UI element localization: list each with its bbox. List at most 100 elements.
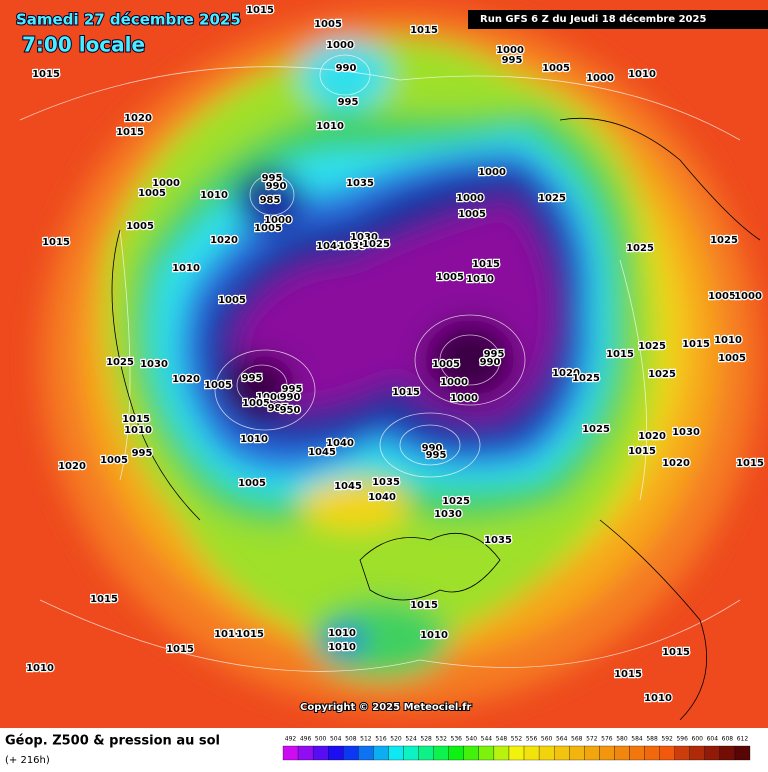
pressure-label: 1015: [682, 339, 710, 350]
scale-swatch: [659, 745, 675, 761]
pressure-label: 1000: [456, 193, 484, 204]
pressure-label: 1010: [628, 69, 656, 80]
pressure-label: 1010: [316, 121, 344, 132]
scale-swatch: [418, 745, 434, 761]
pressure-label: 1005: [218, 295, 246, 306]
scale-label: 552: [511, 736, 523, 743]
scale-label: 532: [435, 736, 447, 743]
pressure-label: 1005: [238, 478, 266, 489]
pressure-label: 1025: [626, 243, 654, 254]
scale-swatch: [719, 745, 736, 761]
scale-swatch: [614, 745, 630, 761]
local-time: 7:00 locale: [22, 33, 145, 57]
pressure-label: 1010: [328, 642, 356, 653]
scale-swatch: [343, 745, 359, 761]
pressure-label: 990: [266, 181, 287, 192]
scale-label: 544: [481, 736, 493, 743]
pressure-label: 1025: [710, 235, 738, 246]
pressure-label: 1010: [200, 190, 228, 201]
scale-label: 500: [315, 736, 327, 743]
scale-label: 496: [300, 736, 312, 743]
pressure-label: 1000: [152, 178, 180, 189]
run-info: Run GFS 6 Z du Jeudi 18 décembre 2025: [480, 13, 706, 25]
scale-swatch: [312, 745, 329, 761]
scale-swatch: [554, 745, 570, 761]
scale-swatch: [297, 745, 314, 761]
scale-label: 592: [661, 736, 673, 743]
pressure-label: 990: [422, 443, 443, 454]
pressure-label: 1025: [362, 239, 390, 250]
pressure-label: 995: [338, 97, 359, 108]
pressure-label: 1025: [648, 369, 676, 380]
pressure-label: 985: [260, 195, 281, 206]
scale-swatch: [403, 745, 419, 761]
pressure-label: 1035: [346, 178, 374, 189]
pressure-label: 1000: [734, 291, 762, 302]
scale-swatch: [538, 745, 555, 761]
pressure-label: 1000: [586, 73, 614, 84]
pressure-label: 1015: [246, 5, 274, 16]
scale-label: 548: [496, 736, 508, 743]
pressure-label: 1015: [736, 458, 764, 469]
pressure-label: 995: [502, 55, 523, 66]
scale-label: 608: [722, 736, 734, 743]
scale-label: 588: [646, 736, 658, 743]
scale-label: 580: [616, 736, 628, 743]
scale-swatch: [448, 745, 464, 761]
pressure-label: 995: [282, 384, 303, 395]
pressure-label: 990: [280, 392, 301, 403]
pressure-label: 1020: [638, 431, 666, 442]
pressure-label: 1005: [542, 63, 570, 74]
pressure-label: 1000: [496, 45, 524, 56]
scale-swatch: [282, 745, 299, 761]
scale-label: 540: [466, 736, 478, 743]
scale-swatch: [433, 745, 449, 761]
legend-title: Géop. Z500 & pression au sol: [5, 734, 220, 749]
pressure-label: 1025: [572, 373, 600, 384]
scale-label: 564: [556, 736, 568, 743]
scale-swatch: [569, 745, 585, 761]
scale-label: 512: [360, 736, 372, 743]
pressure-label: 1025: [638, 341, 666, 352]
scale-swatch: [523, 745, 540, 761]
pressure-label: 1020: [58, 461, 86, 472]
scale-label: 504: [330, 736, 342, 743]
scale-swatch: [328, 745, 344, 761]
scale-swatch: [388, 745, 404, 761]
pressure-label: 1015: [410, 25, 438, 36]
scale-label: 572: [586, 736, 598, 743]
scale-swatch: [373, 745, 389, 761]
pressure-label: 1015: [392, 387, 420, 398]
scale-label: 604: [707, 736, 719, 743]
pressure-label: 1005: [436, 272, 464, 283]
pressure-label: 1030: [434, 509, 462, 520]
forecast-lead: (+ 216h): [5, 755, 50, 766]
pressure-label: 995: [132, 448, 153, 459]
pressure-label: 1025: [106, 357, 134, 368]
scale-swatch: [629, 745, 645, 761]
scale-label: 524: [405, 736, 417, 743]
pressure-label: 950: [280, 405, 301, 416]
scale-label: 568: [571, 736, 583, 743]
pressure-label: 1005: [458, 209, 486, 220]
pressure-label: 1020: [124, 113, 152, 124]
scale-label: 492: [285, 736, 297, 743]
pressure-label: 1020: [172, 374, 200, 385]
pressure-label: 995: [242, 373, 263, 384]
scale-label: 508: [345, 736, 357, 743]
pressure-label: 1010: [328, 628, 356, 639]
scale-swatch: [493, 745, 510, 761]
isobars: [19, 54, 741, 672]
pressure-label: 1005: [254, 223, 282, 234]
pressure-label: 990: [336, 63, 357, 74]
pressure-label: 1015: [42, 237, 70, 248]
pressure-label: 1010: [420, 630, 448, 641]
copyright: Copyright © 2025 Meteociel.fr: [300, 702, 471, 713]
scale-label: 600: [692, 736, 704, 743]
pressure-label: 1040: [316, 241, 344, 252]
coastlines: [111, 117, 761, 721]
scale-label: 576: [601, 736, 613, 743]
scale-swatch: [689, 745, 705, 761]
pressure-label: 1015: [116, 127, 144, 138]
pressure-label: 1015: [628, 446, 656, 457]
